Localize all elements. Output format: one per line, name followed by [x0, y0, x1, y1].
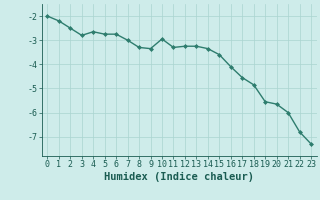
X-axis label: Humidex (Indice chaleur): Humidex (Indice chaleur): [104, 172, 254, 182]
